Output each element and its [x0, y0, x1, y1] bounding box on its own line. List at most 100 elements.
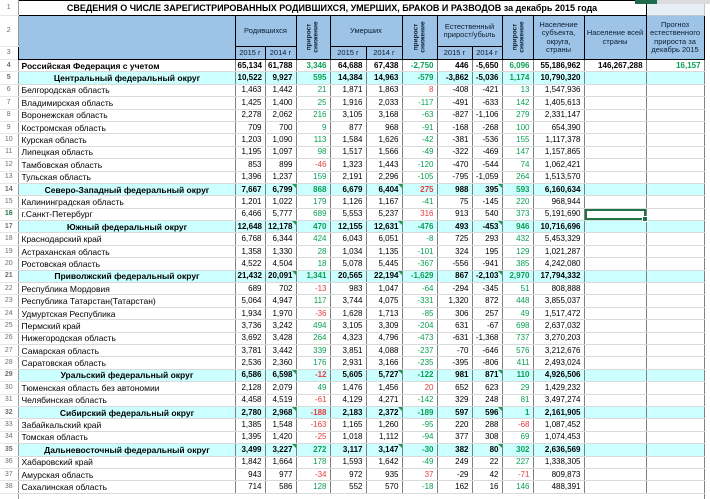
cell-region-name[interactable]: Сибирский федеральный округ: [17, 406, 235, 420]
cell-b14[interactable]: 1,420: [264, 431, 296, 445]
cell-n15[interactable]: -3,862: [436, 71, 472, 85]
cell-n14[interactable]: -145: [471, 195, 502, 209]
cell-dd[interactable]: -331: [401, 294, 437, 308]
cell-n14[interactable]: -1,106: [471, 109, 502, 122]
cell-d14[interactable]: 6,404: [365, 183, 402, 197]
cell-fc[interactable]: [645, 257, 705, 271]
deaths-group-header[interactable]: Умерших: [329, 15, 403, 47]
cell-fc[interactable]: [645, 270, 705, 284]
cell-d15[interactable]: 20,565: [329, 270, 366, 284]
cell-fc[interactable]: [645, 220, 705, 234]
cell-bd[interactable]: -36: [295, 307, 330, 321]
row-header-37[interactable]: 37: [0, 468, 19, 482]
cell-n15[interactable]: -381: [436, 133, 472, 147]
cell-d14[interactable]: 5,237: [365, 208, 402, 222]
cell-d14[interactable]: 1,642: [365, 456, 402, 469]
cell-popc[interactable]: [583, 394, 647, 407]
cell-b15[interactable]: 689: [234, 282, 265, 296]
cell-b15[interactable]: 714: [234, 480, 265, 494]
cell-nd[interactable]: 227: [501, 456, 533, 469]
cell-nd[interactable]: 51: [501, 282, 533, 296]
cell-dd[interactable]: -235: [401, 356, 437, 370]
cell-b15[interactable]: 1,396: [234, 171, 265, 184]
cell-b15[interactable]: 6,586: [234, 369, 265, 383]
population-subject-header[interactable]: Население субъекта, округа, страны: [532, 15, 585, 60]
cell-pop[interactable]: 1,429,232: [532, 381, 584, 395]
cell-dd[interactable]: -237: [401, 344, 437, 358]
cell-n14[interactable]: 395: [471, 183, 502, 197]
cell-fc[interactable]: [645, 406, 705, 420]
cell-n15[interactable]: -631: [436, 332, 472, 346]
cell-n14[interactable]: 195: [471, 245, 502, 259]
cell-fc[interactable]: [645, 418, 705, 432]
cell-b15[interactable]: 6,466: [234, 208, 265, 222]
cell-b15[interactable]: 853: [234, 158, 265, 172]
cell-dd[interactable]: -189: [401, 406, 437, 420]
cell-d14[interactable]: 4,088: [365, 344, 402, 358]
cell-n15[interactable]: -168: [436, 121, 472, 135]
cell-n15[interactable]: 597: [436, 406, 472, 420]
cell-b15[interactable]: 2,536: [234, 356, 265, 370]
cell-popc[interactable]: [583, 121, 647, 135]
cell-d15[interactable]: 983: [329, 282, 366, 296]
cell-d15[interactable]: 2,191: [329, 171, 366, 184]
cell-popc[interactable]: [583, 406, 647, 420]
cell-bd[interactable]: 179: [295, 195, 330, 209]
row-header-23[interactable]: 23: [0, 294, 19, 308]
cell-nd[interactable]: 155: [501, 133, 533, 147]
cell-d14[interactable]: 1,626: [365, 133, 402, 147]
cell-d15[interactable]: 64,688: [329, 59, 366, 73]
cell-fc[interactable]: [645, 431, 705, 445]
cell-fc[interactable]: [645, 294, 705, 308]
cell-d15[interactable]: 6,679: [329, 183, 366, 197]
cell-dd[interactable]: -49: [401, 456, 437, 469]
cell-d15[interactable]: 6,043: [329, 232, 366, 246]
cell-n15[interactable]: 493: [436, 220, 472, 234]
cell-d15[interactable]: 5,078: [329, 257, 366, 271]
cell-fc[interactable]: [645, 307, 705, 321]
row-header-6[interactable]: 6: [0, 84, 19, 98]
cell-pop[interactable]: 5,191,690: [532, 208, 584, 222]
cell-dd[interactable]: -473: [401, 332, 437, 346]
cell-b14[interactable]: 4,947: [264, 294, 296, 308]
cell-bd[interactable]: 9: [295, 121, 330, 135]
cell-d14[interactable]: 1,456: [365, 381, 402, 395]
cell-region-name[interactable]: Костромская область: [17, 121, 235, 135]
cell-d14[interactable]: 12,631: [365, 220, 402, 234]
cell-nd[interactable]: 448: [501, 294, 533, 308]
cell-popc[interactable]: [583, 195, 647, 209]
cell-b14[interactable]: 899: [264, 158, 296, 172]
cell-n15[interactable]: 249: [436, 456, 472, 469]
cell-bd[interactable]: 339: [295, 344, 330, 358]
cell-popc[interactable]: [583, 245, 647, 259]
cell-b15[interactable]: 1,203: [234, 133, 265, 147]
cell-b15[interactable]: 12,648: [234, 220, 265, 234]
cell-nd[interactable]: 74: [501, 158, 533, 172]
cell-d15[interactable]: 12,155: [329, 220, 366, 234]
cell-bd[interactable]: 25: [295, 96, 330, 110]
cell-bd[interactable]: 21: [295, 84, 330, 98]
cell-nd[interactable]: 302: [501, 443, 533, 457]
cell-d14[interactable]: 1,443: [365, 158, 402, 172]
cell-nd[interactable]: 6,096: [501, 59, 533, 73]
cell-region-name[interactable]: Южный федеральный округ: [17, 220, 235, 234]
cell-nd[interactable]: 1: [501, 406, 533, 420]
cell-nd[interactable]: 373: [501, 208, 533, 222]
cell-d14[interactable]: 2,372: [365, 406, 402, 420]
cell-b15[interactable]: 1,842: [234, 456, 265, 469]
cell-pop[interactable]: 1,062,421: [532, 158, 584, 172]
cell-bd[interactable]: -46: [295, 158, 330, 172]
row-header-22[interactable]: 22: [0, 282, 19, 296]
cell-b14[interactable]: 1,022: [264, 195, 296, 209]
cell-pop[interactable]: 1,074,453: [532, 431, 584, 445]
cell-dd[interactable]: 275: [401, 183, 437, 197]
cell-region-name[interactable]: Северо-Западный федеральный округ: [17, 183, 235, 197]
cell-fc[interactable]: [645, 381, 705, 395]
cell-pop[interactable]: 1,517,472: [532, 307, 584, 321]
cell-b15[interactable]: 7,667: [234, 183, 265, 197]
cell-popc[interactable]: [583, 307, 647, 321]
cell-b15[interactable]: 943: [234, 468, 265, 482]
cell-region-name[interactable]: Центральный федеральный округ: [17, 71, 235, 85]
cell-nd[interactable]: 220: [501, 195, 533, 209]
cell-n14[interactable]: -469: [471, 146, 502, 160]
